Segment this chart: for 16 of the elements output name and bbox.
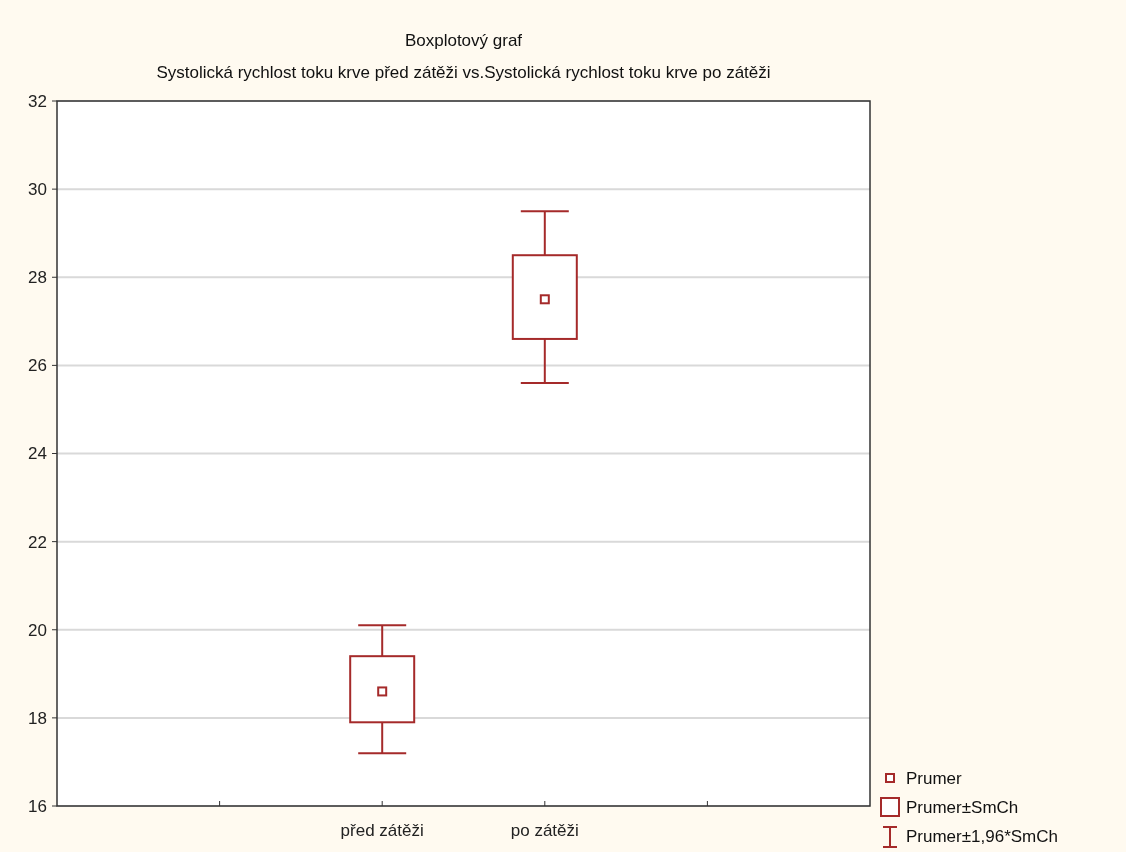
y-tick-label: 24 [28,444,47,464]
x-tick-label: po zátěži [510,821,579,840]
x-tick-label: před zátěži [340,821,424,840]
text: Prumer±1,96*SmCh [906,826,1058,846]
y-tick-label: 30 [28,180,47,200]
y-tick-label: 18 [28,708,47,728]
y-tick-label: 28 [28,268,47,288]
y-tick-label: 32 [28,91,47,111]
text: Prumer [906,768,963,788]
chart-title: Boxplotový graf [404,31,523,50]
y-tick-label: 22 [28,532,47,552]
y-tick-label: 16 [28,796,47,816]
y-tick-label: 20 [28,620,47,640]
chart-subtitle: Systolická rychlost toku krve před zátěži vs.Systolická rychlost toku krve po zátěži [156,63,771,82]
y-tick-label: 26 [28,356,47,376]
text: Prumer±SmCh [906,797,1019,817]
